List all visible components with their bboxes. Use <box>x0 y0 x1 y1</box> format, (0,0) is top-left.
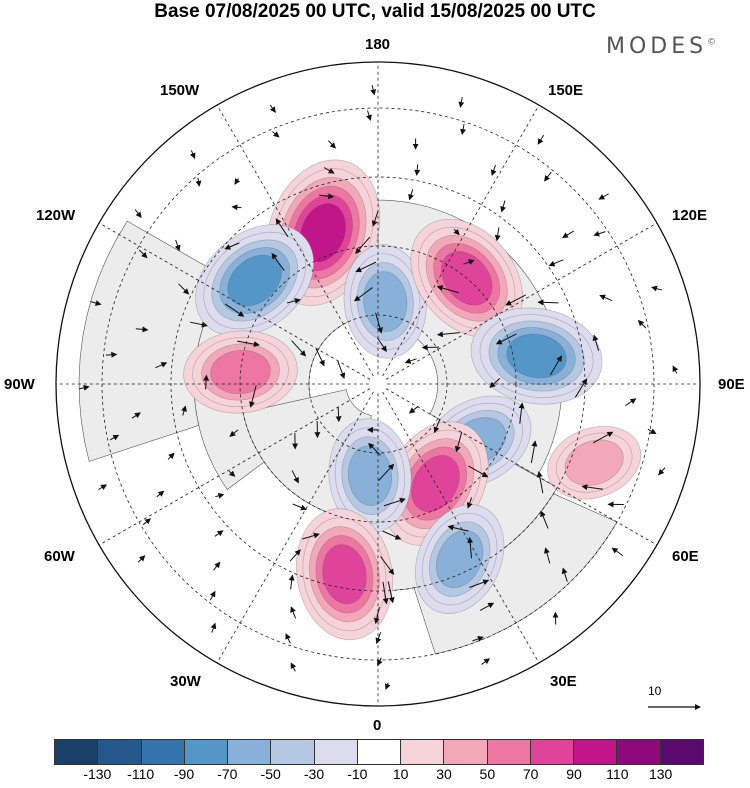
legend-swatch <box>142 739 185 765</box>
legend-swatch <box>444 739 487 765</box>
lon-label-60e: 60E <box>672 548 699 565</box>
legend-label: -110 <box>127 766 154 782</box>
wind-vector <box>338 407 339 421</box>
wind-vector <box>106 354 116 355</box>
legend-label: -50 <box>261 766 281 782</box>
wind-reference-value: 10 <box>648 684 661 698</box>
legend-label: 10 <box>393 766 409 782</box>
lon-label-120w: 120W <box>36 207 75 224</box>
legend-label: 110 <box>606 766 628 782</box>
color-legend-labels: -130 -110 -90 -70 -50 -30 -10 10 30 50 70 90 110 130 <box>54 766 704 782</box>
lon-label-60w: 60W <box>44 548 75 565</box>
legend-swatch <box>228 739 271 765</box>
legend-swatch <box>574 739 617 765</box>
lon-label-150w: 150W <box>160 82 199 99</box>
lon-label-90e: 90E <box>718 376 745 393</box>
legend-label: 90 <box>566 766 582 782</box>
legend-label: -30 <box>304 766 324 782</box>
legend-label: -70 <box>217 766 237 782</box>
legend-swatch <box>358 739 401 765</box>
legend-swatch <box>185 739 228 765</box>
legend-label: -130 <box>83 766 111 782</box>
legend-swatch <box>661 739 704 765</box>
map-disc <box>40 50 720 730</box>
lon-label-30w: 30W <box>170 673 201 690</box>
legend-label: 50 <box>480 766 496 782</box>
legend-swatch <box>54 739 98 765</box>
lon-label-150e: 150E <box>548 82 583 99</box>
legend-label: -10 <box>347 766 367 782</box>
legend-swatch <box>488 739 531 765</box>
legend-swatch <box>271 739 314 765</box>
lon-label-30e: 30E <box>550 673 577 690</box>
legend-label: 70 <box>523 766 539 782</box>
legend-swatch <box>531 739 574 765</box>
lon-label-0: 0 <box>373 717 381 734</box>
legend-label: 30 <box>436 766 452 782</box>
legend-swatch <box>98 739 141 765</box>
legend-swatch <box>315 739 358 765</box>
legend-label: -90 <box>174 766 194 782</box>
lon-label-90w: 90W <box>4 376 35 393</box>
legend-label: 130 <box>649 766 672 782</box>
color-legend <box>54 739 704 765</box>
lon-label-120e: 120E <box>672 207 707 224</box>
legend-swatch <box>401 739 444 765</box>
legend-swatch <box>617 739 660 765</box>
lon-label-180: 180 <box>365 36 390 53</box>
